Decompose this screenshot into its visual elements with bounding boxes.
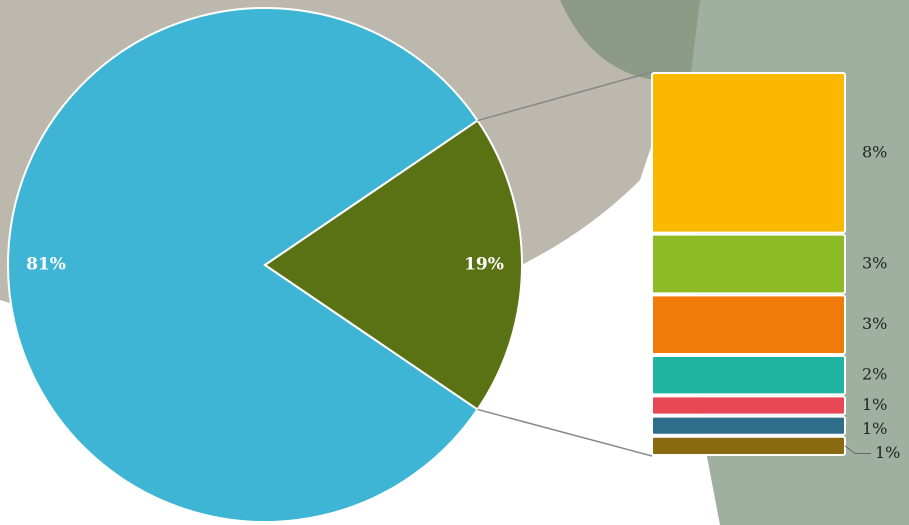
stack-label: 3% [862, 314, 887, 333]
stack-segment [652, 396, 845, 414]
pie-label: 19% [464, 255, 504, 275]
page: {"chart_data": { "type": "bar-of-pie", "… [0, 0, 909, 525]
stack-label: 2% [862, 365, 887, 384]
stack-segment [652, 356, 845, 394]
stack-segment [652, 417, 845, 435]
stack-segment [652, 437, 845, 455]
stack-segment [652, 295, 845, 354]
stack-label: 3% [862, 254, 887, 273]
stack-label: 1% [875, 443, 900, 462]
chart: 81% 19% 8% 3% 3% 2% 1% 1% 1% [0, 0, 909, 525]
stack-label: 8% [862, 142, 887, 161]
pie-label: 81% [26, 255, 66, 275]
stack-segment [652, 73, 845, 233]
stack-label: 1% [862, 395, 887, 414]
stack-segment [652, 235, 845, 294]
stack-label: 1% [862, 419, 887, 438]
